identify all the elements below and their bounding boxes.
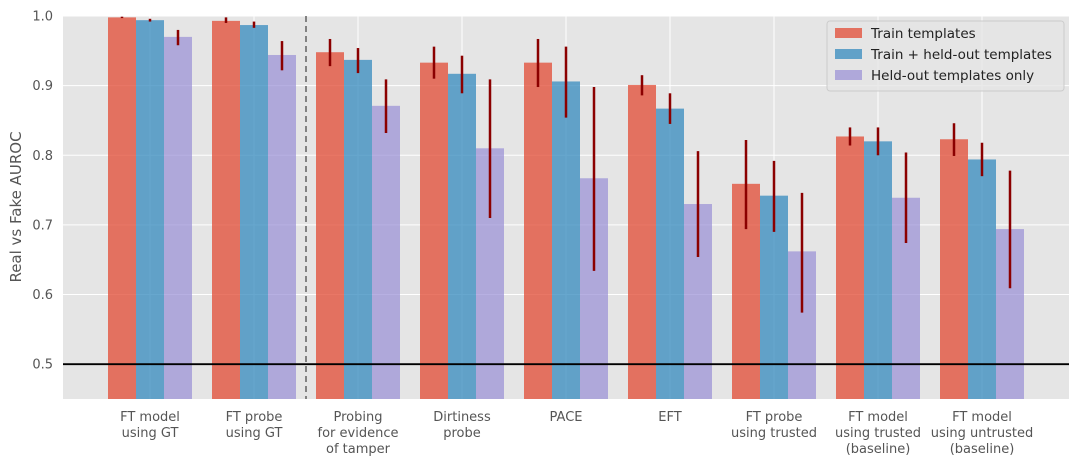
y-axis-label: Real vs Fake AUROC: [7, 131, 25, 282]
x-tick-label: PACE: [550, 410, 583, 425]
bar: [164, 36, 192, 400]
x-tick-label: EFT: [658, 410, 681, 425]
bar: [268, 54, 296, 399]
x-tick-label: FT probe: [226, 410, 283, 425]
bar: [212, 20, 240, 400]
y-tick-label: 1.0: [32, 10, 53, 25]
legend-swatch: [835, 28, 862, 38]
bar: [628, 84, 656, 399]
bar: [136, 20, 164, 399]
x-tick-label: FT model: [848, 410, 908, 425]
reference-lines: [63, 16, 1069, 399]
x-tick-label: using GT: [122, 426, 179, 441]
bar: [836, 136, 864, 400]
bar: [968, 159, 996, 399]
x-tick-label: of tamper: [326, 442, 391, 457]
bar: [316, 52, 344, 400]
bar: [524, 62, 552, 399]
bar: [420, 62, 448, 399]
y-tick-label: 0.5: [32, 358, 53, 373]
legend-entry: Held-out templates only: [871, 68, 1034, 84]
legend-entry: Train templates: [870, 26, 976, 42]
y-tick-label: 0.9: [32, 79, 53, 94]
bar: [240, 25, 268, 399]
x-tick-label: probe: [443, 426, 481, 441]
x-tick-label: FT model: [120, 410, 180, 425]
x-tick-label: Probing: [334, 410, 383, 425]
y-tick-label: 0.8: [32, 149, 53, 164]
bar: [864, 141, 892, 399]
x-tick-label: using untrusted: [931, 426, 1034, 441]
bars: [108, 17, 1024, 400]
x-tick-label: using trusted: [835, 426, 921, 441]
bar: [552, 81, 580, 399]
legend: Train templates Train + held-out template…: [826, 20, 1065, 92]
y-tick-label: 0.6: [32, 288, 53, 303]
y-tick-label: 0.7: [32, 218, 53, 233]
bar: [940, 139, 968, 400]
error-bars: [120, 16, 1012, 313]
y-tick-labels: 0.5 0.6 0.7 0.8 0.9 1.0: [32, 10, 53, 373]
x-tick-label: using trusted: [731, 426, 817, 441]
x-tick-label: Dirtiness: [433, 410, 491, 425]
legend-entry: Train + held-out templates: [870, 47, 1052, 63]
legend-swatch: [835, 70, 862, 80]
legend-frame: [826, 20, 1065, 92]
bar: [344, 59, 372, 399]
bar: [448, 73, 476, 399]
bar: [372, 105, 400, 400]
legend-swatch: [835, 49, 862, 59]
bar: [108, 17, 136, 399]
x-tick-label: for evidence: [318, 426, 399, 441]
x-tick-label: (baseline): [950, 442, 1015, 457]
bar: [656, 108, 684, 399]
x-tick-label: (baseline): [846, 442, 911, 457]
x-tick-label: FT model: [952, 410, 1012, 425]
x-tick-label: FT probe: [746, 410, 803, 425]
x-tick-label: using GT: [226, 426, 283, 441]
